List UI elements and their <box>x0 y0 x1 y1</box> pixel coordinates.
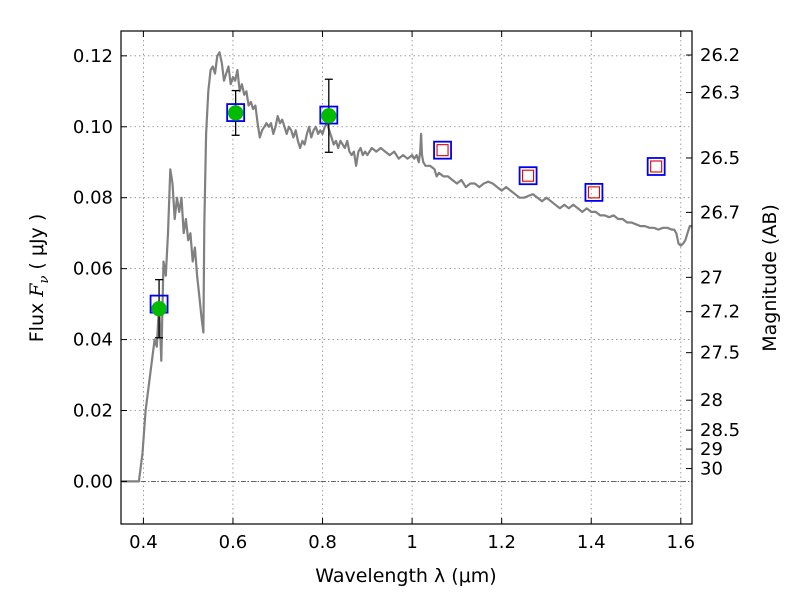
x-tick-label: 1.6 <box>666 532 695 553</box>
sed-model-spectrum <box>121 51 692 483</box>
magnitude-tick-label: 26.3 <box>700 83 740 104</box>
upper-limit-marker <box>522 169 535 182</box>
y-axis-label-unit: ( μJy ) <box>26 214 48 276</box>
x-tick-label: 0.6 <box>219 532 248 553</box>
magnitude-tick-label: 27.2 <box>700 302 740 323</box>
magnitude-tick-label: 26.2 <box>700 45 740 66</box>
upper-limit-marker <box>650 160 663 173</box>
model-photometry-box <box>226 103 246 122</box>
y-tick-label: 0.00 <box>73 471 113 492</box>
y-axis-label-symbol: F <box>26 283 48 298</box>
magnitude-tick-label: 28 <box>700 390 723 411</box>
model-photometry-box <box>584 182 604 202</box>
x-tick-label: 0.8 <box>308 532 337 553</box>
detection-point <box>151 300 167 317</box>
y-axis-label-subscript: ν <box>37 276 52 284</box>
magnitude-tick-label: 27 <box>700 267 723 288</box>
y-axis-label: Flux Fν ( μJy ) <box>26 214 52 343</box>
y-tick-label: 0.06 <box>73 259 113 280</box>
x-axis-ticks: 0.4 0.6 0.8 1 1.2 1.4 1.6 <box>129 31 695 553</box>
x-tick-label: 1 <box>406 532 417 553</box>
x-tick-label: 0.4 <box>129 532 158 553</box>
model-photometry-box <box>518 166 538 186</box>
magnitude-tick-label: 27.5 <box>700 343 740 364</box>
y-tick-label: 0.08 <box>73 188 113 209</box>
y-tick-label: 0.10 <box>73 117 113 138</box>
magnitude-axis-label: Magnitude (AB) <box>759 204 781 352</box>
model-photometry-boxes <box>149 103 666 314</box>
model-photometry-box <box>319 105 339 125</box>
y-tick-label: 0.12 <box>73 46 113 67</box>
magnitude-tick-label: 26.5 <box>700 148 740 169</box>
upper-limit-marker <box>587 186 600 199</box>
magnitude-tick-label: 30 <box>700 459 723 480</box>
model-photometry-box <box>646 157 666 176</box>
upper-limit-markers <box>436 144 663 199</box>
y-axis-label-text: Flux <box>26 297 48 343</box>
y-tick-label: 0.04 <box>73 330 113 351</box>
magnitude-tick-label: 28.5 <box>700 420 740 441</box>
grid <box>121 31 692 524</box>
y-tick-label: 0.02 <box>73 401 113 422</box>
magnitude-tick-label: 29 <box>700 439 723 460</box>
detection-points <box>151 105 337 317</box>
y-axis-ticks: 0.00 0.02 0.04 0.06 0.08 0.10 0.12 <box>73 46 127 492</box>
x-axis-label: Wavelength λ (μm) <box>315 565 496 587</box>
x-tick-label: 1.4 <box>577 532 606 553</box>
magnitude-tick-label: 26.7 <box>700 202 740 223</box>
x-tick-label: 1.2 <box>487 532 516 553</box>
sed-curve-layer <box>121 51 692 483</box>
detection-point <box>321 108 337 124</box>
upper-limit-marker <box>436 144 449 157</box>
model-photometry-box <box>433 140 452 160</box>
detection-point <box>227 105 244 121</box>
